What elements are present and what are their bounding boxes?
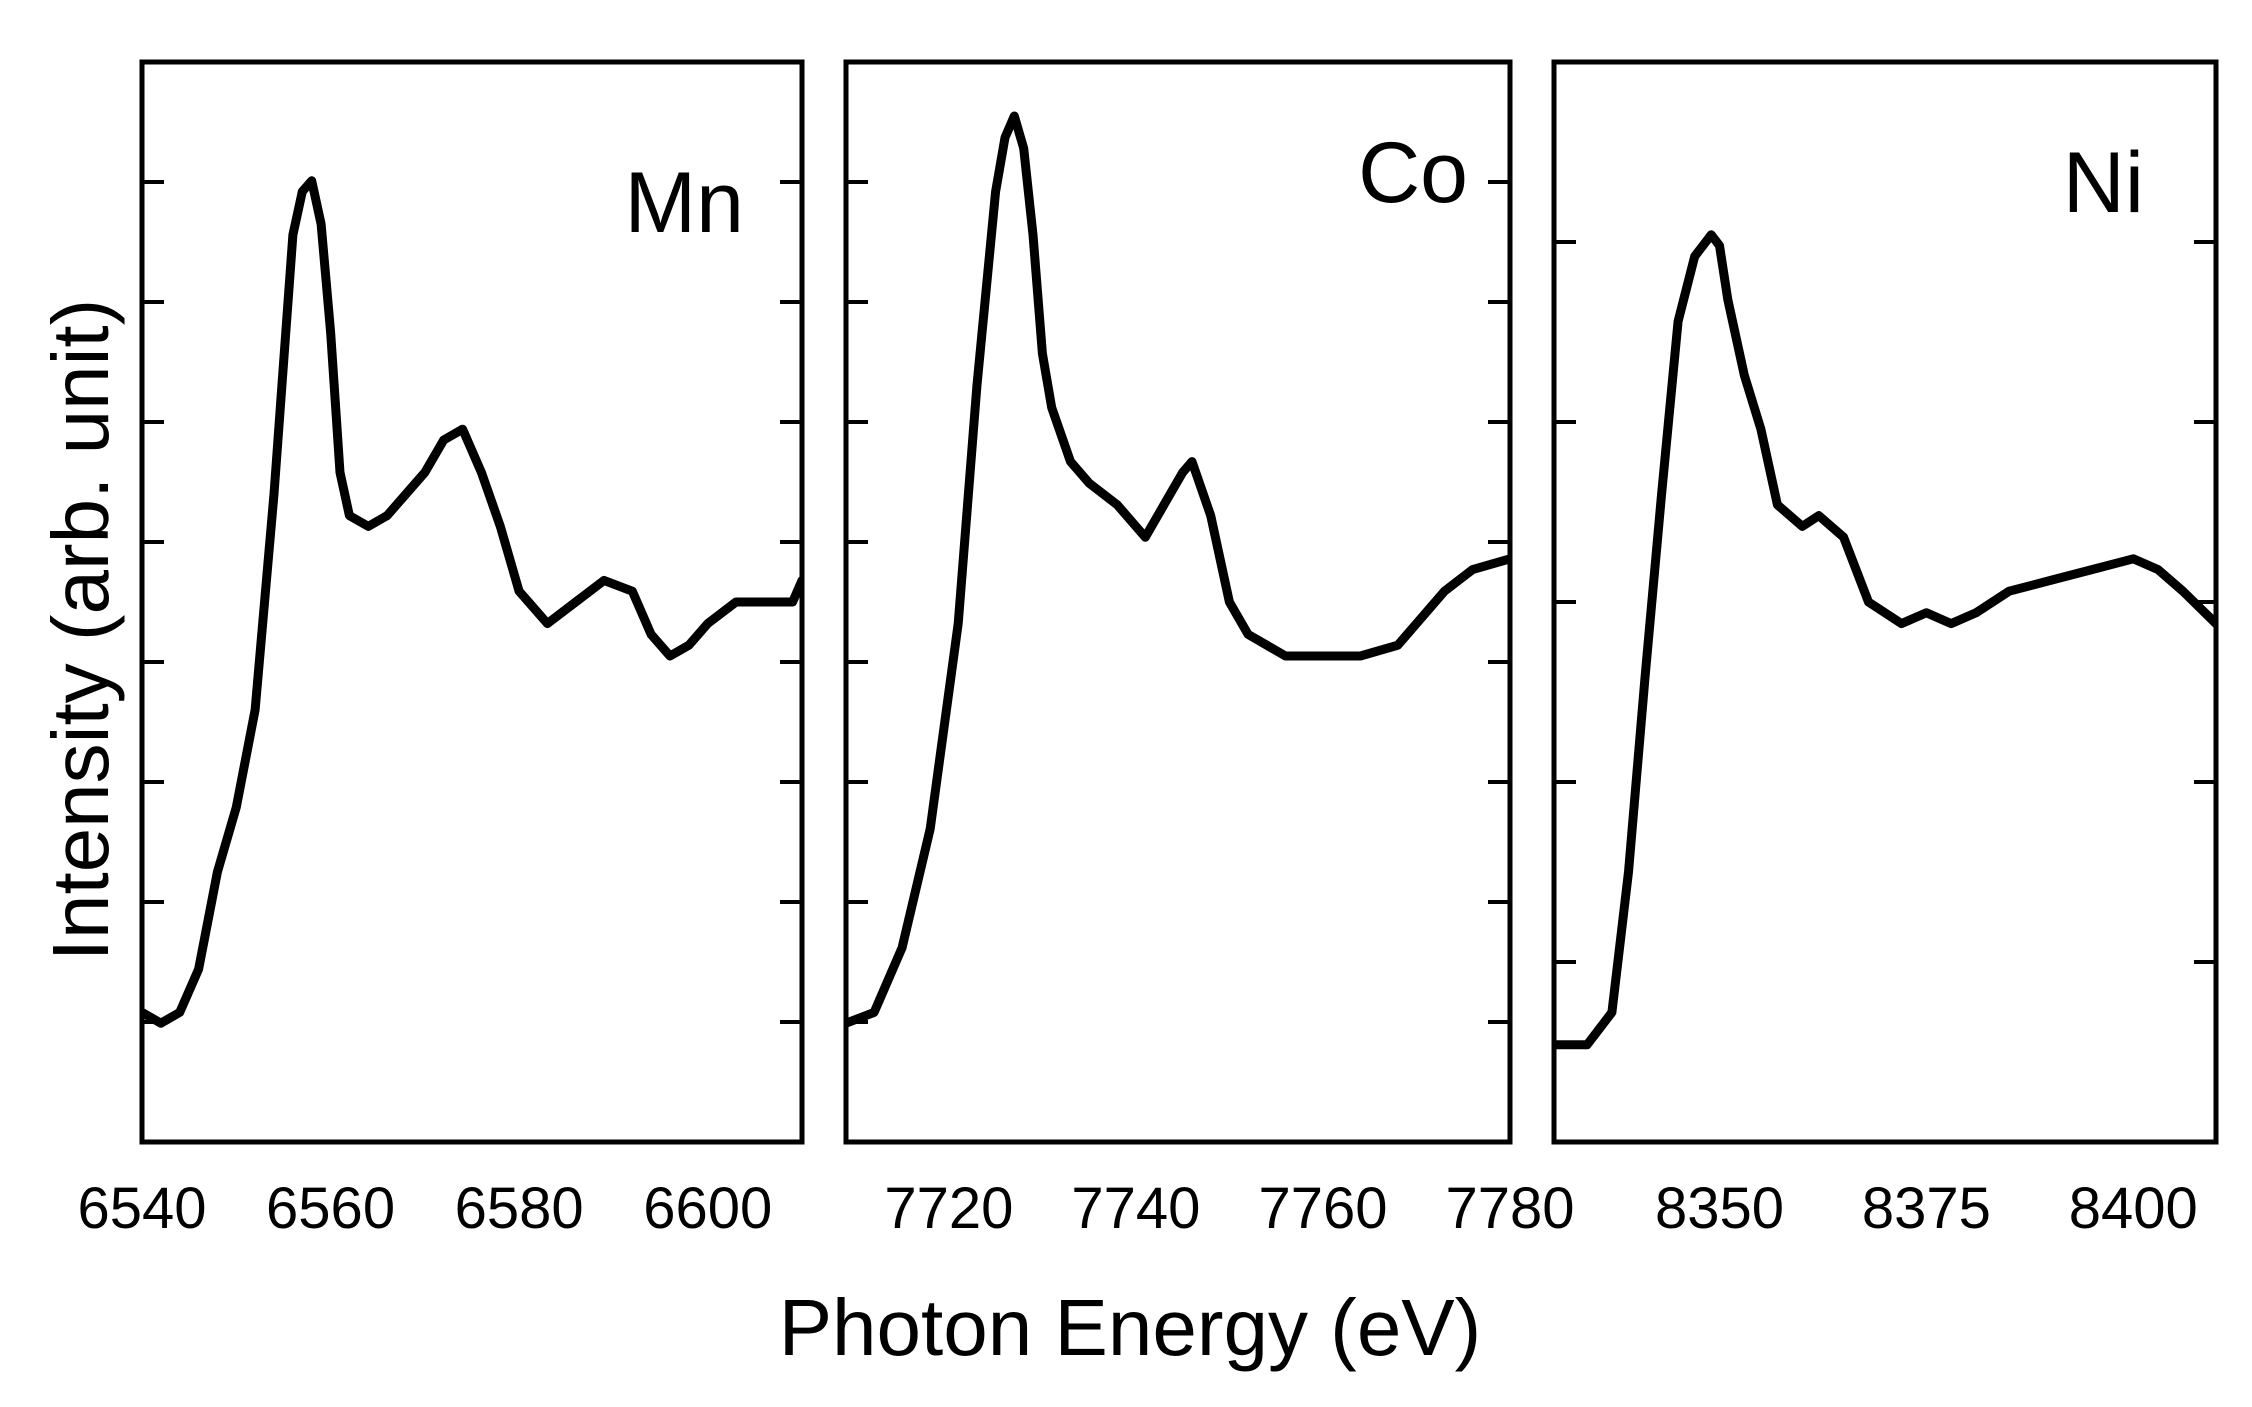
x-tick-label: 6600 [643,1176,772,1241]
panels-group: 6540 6560 6580 6600 Mn 7720 7740 7760 7780 Co 8350… [77,59,2219,1241]
x-tick-label: 7780 [1445,1176,1574,1241]
x-tick-label: 7760 [1258,1176,1387,1241]
spectrum-line-co [846,111,1510,1028]
x-tick-label: 8375 [1862,1176,1991,1241]
panel-ni: 8350 8375 8400 Ni [1551,59,2219,1241]
x-tick-label: 6560 [266,1176,395,1241]
panel-co: 7720 7740 7760 7780 Co [843,59,1575,1241]
x-tick-label: 6580 [455,1176,584,1241]
element-label-ni: Ni [2063,135,2144,231]
x-tick-label: 8400 [2069,1176,2198,1241]
panel-frame [843,59,1513,1145]
x-tick-label: 7740 [1071,1176,1200,1241]
spectrum-line-ni [1554,230,2216,1050]
x-axis-title: Photon Energy (eV) [779,1283,1482,1372]
y-axis-title: Intensity (arb. unit) [36,299,125,962]
element-label-co: Co [1358,125,1468,221]
element-label-mn: Mn [625,155,744,251]
spectrum-line-mn [142,176,802,1028]
x-tick-label: 7720 [884,1176,1013,1241]
panel-mn: 6540 6560 6580 6600 Mn [77,59,805,1241]
panel-frame [139,59,805,1145]
x-tick-label: 8350 [1655,1176,1784,1241]
x-tick-label: 6540 [77,1176,206,1241]
